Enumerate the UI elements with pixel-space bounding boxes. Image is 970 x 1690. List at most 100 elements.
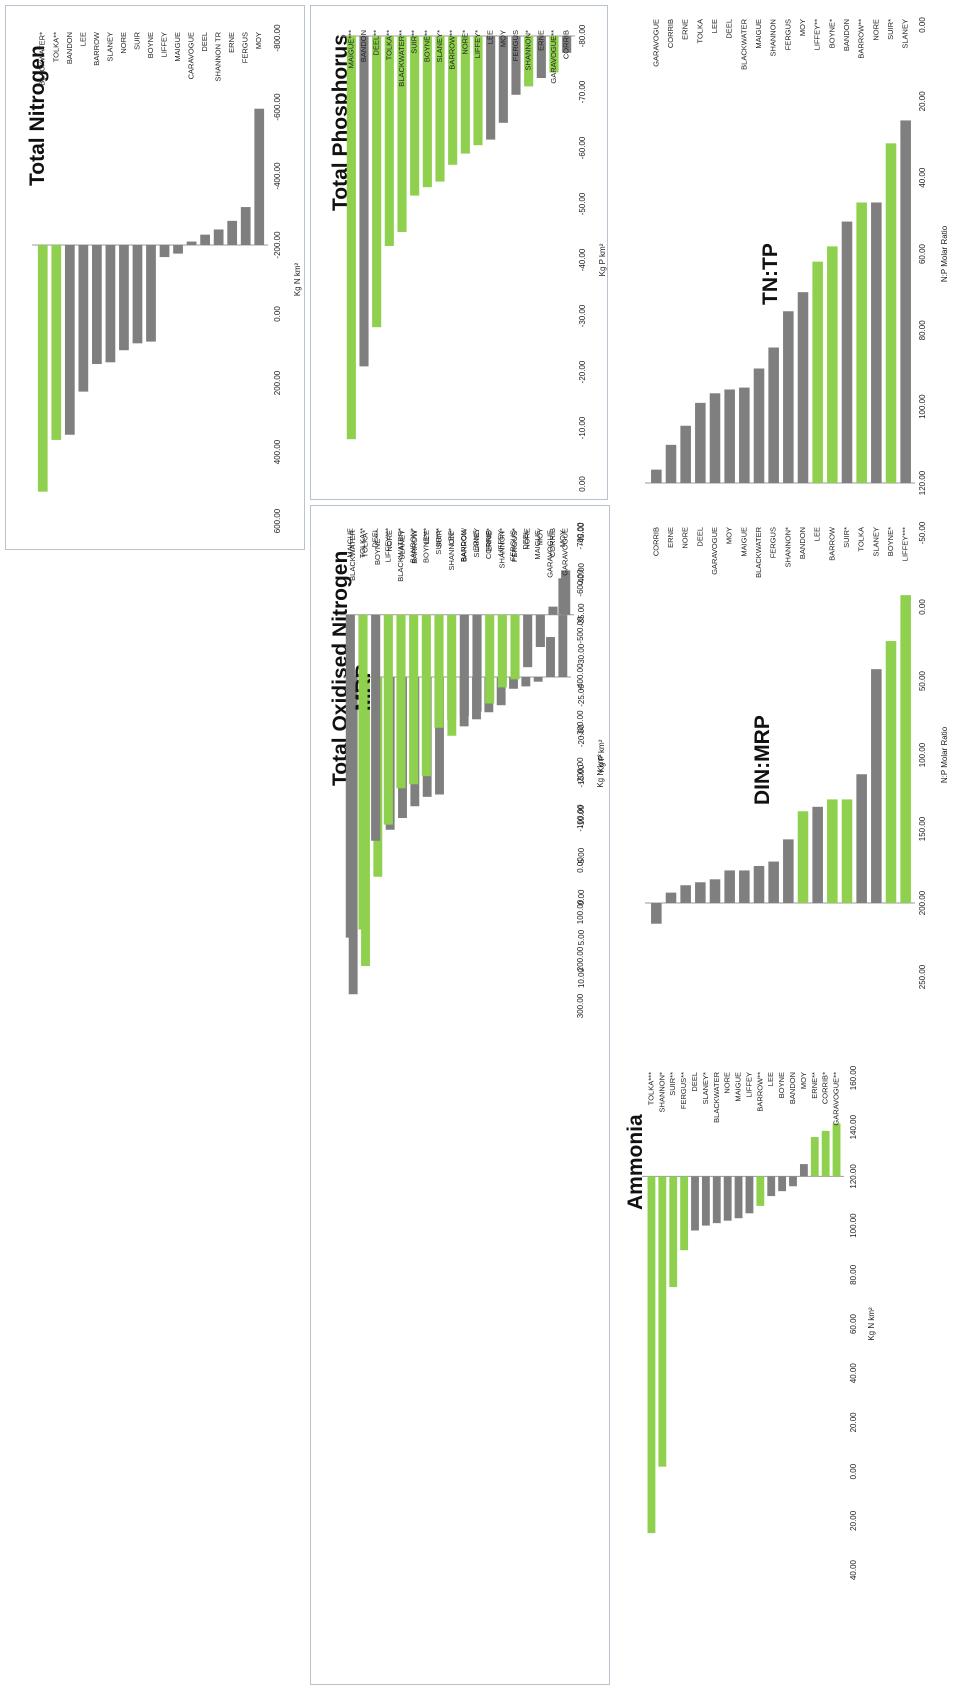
tick-label: 120.00 [849,1164,858,1189]
bar [523,614,533,668]
category-label: TOLKA [695,19,704,43]
category-label: BARROW [459,527,468,562]
tick-label: -40.00 [578,248,587,271]
category-label: SHANNON* [783,527,792,568]
category-label: BARROW [410,529,419,564]
category-label: GARAVOGUE** [549,30,558,84]
bar [535,614,545,648]
category-label: CARAVOGUE [187,32,196,79]
tick-label: 0.00 [918,17,927,33]
bar [548,606,558,615]
bar [841,799,853,903]
category-label: BLACKWATER [348,529,357,580]
bar [497,614,507,688]
bar [227,220,238,245]
tick-label: 100.00 [576,899,585,924]
bar [753,368,765,483]
bar [841,221,853,483]
bar [422,36,432,188]
category-label: NORE [723,1072,732,1094]
category-label: BANDON [359,30,368,62]
chart-tn-tp: 0.00 20.00 40.00 60.00 80.00 100.00 120.00 N:P … [645,17,949,495]
category-label: BOYNE* [886,527,895,556]
category-label: LEE [813,527,822,541]
tick-label: 0.00 [577,889,586,905]
category-label: TOLKA** [384,30,393,60]
category-label: BARROW** [857,19,866,59]
category-label: DEEL [371,528,380,548]
bar [810,1137,819,1177]
chart-total-nitrogen: -800.00 -600.00 -400.00 -200.00 0.00 200.00 40… [32,24,302,533]
bar [739,870,750,903]
category-label: CORRIB [484,530,493,559]
bar [186,241,197,245]
category-label: BOYNE [146,32,155,58]
tick-label: 150.00 [918,816,927,841]
category-label: SLANEY [397,530,406,560]
bar [434,614,444,728]
tick-label: 100.00 [918,742,927,767]
category-label: SUIR** [410,30,419,54]
category-label: BARROW** [755,1072,764,1112]
bar [658,1176,667,1467]
tick-label: -60.00 [578,136,587,159]
panel-mrp-chart: MRP -45.00-40.00-35.00-30.00-25.00-20.00… [310,505,608,995]
bar [812,261,823,483]
tick-label: 100.00 [918,394,927,419]
category-label: LEE [78,32,87,46]
bar [768,861,779,903]
tick-label: 140.00 [849,1114,858,1139]
category-label: DEEL** [372,30,381,56]
bar [651,903,662,924]
category-label: GARAVOGUE** [832,1072,841,1126]
bar [680,425,691,483]
category-label: FERGUS [783,19,792,50]
category-label: GARAVOGUE [545,530,554,578]
bar [459,614,469,716]
tick-label: -200.00 [273,231,282,259]
tick-label: -700.00 [576,522,585,550]
category-label: LIFFEY*** [383,528,392,562]
category-label: DEEL [690,1072,699,1092]
category-label: MOY [799,1072,808,1089]
category-label: NORE [385,530,394,552]
axis-label: N:P Molar Ratio [940,225,949,282]
category-label: SUIR [434,529,443,548]
bar [472,614,482,712]
category-label: MOY [798,19,807,36]
category-label: NORE [681,527,690,549]
bar [78,245,89,392]
category-label: TOLKA* [360,530,369,557]
tick-label: 20.00 [849,1510,858,1531]
tick-label: 50.00 [918,670,927,691]
category-label: MOY [725,527,734,544]
bar [358,614,368,930]
category-label: BOYNE* [827,19,836,48]
bar [789,1176,797,1187]
bar [695,402,706,483]
bar [345,614,355,938]
bar [159,245,170,258]
bar [709,393,721,483]
bar [486,36,496,140]
bar [359,36,369,367]
bar [421,614,431,777]
category-label: SUIR* [842,527,851,548]
bar [509,677,518,689]
bar [885,143,897,484]
category-label: SUIR** [668,1072,677,1096]
tick-label: 40.00 [849,1363,858,1384]
category-label: MAIGUE*** [346,30,355,68]
category-label: BLACKWATER [739,18,748,69]
category-label: SUIR* [886,19,895,40]
bar [383,614,393,825]
category-label: TOLKA** [51,32,60,62]
tick-label: -35.00 [577,603,586,626]
bar [562,36,572,53]
axis-label: Kg N km² [293,263,302,297]
bar [695,882,706,903]
category-label: LIFFEY [744,1072,753,1097]
bar [51,245,62,440]
tick-label: 5.00 [577,929,586,945]
bar [561,570,571,615]
